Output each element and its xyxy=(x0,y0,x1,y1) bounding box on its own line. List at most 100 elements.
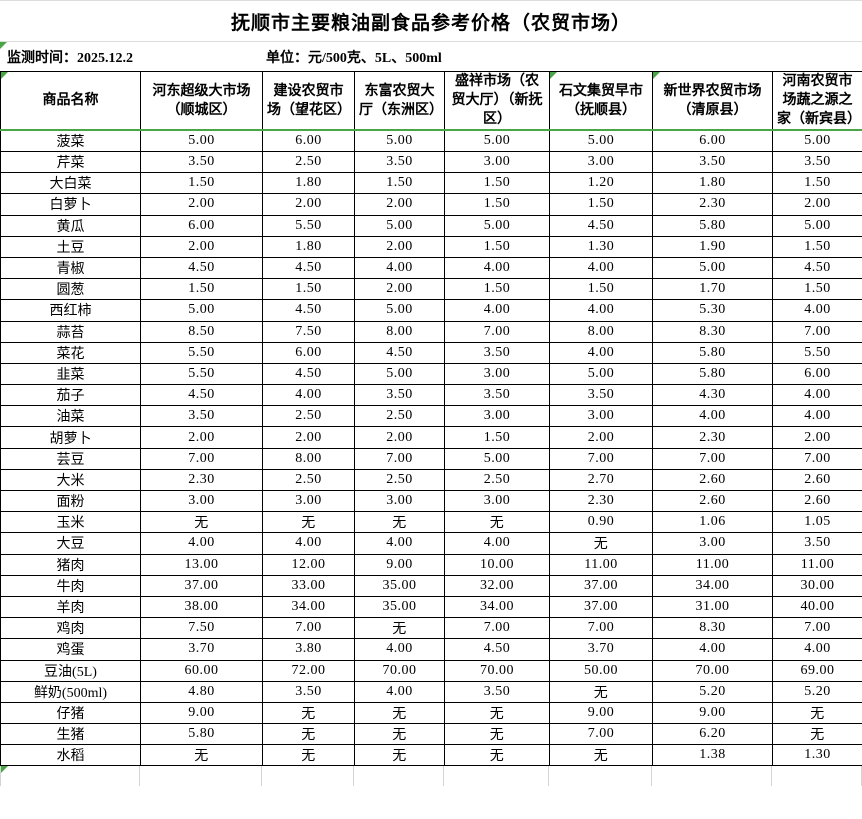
product-name-cell[interactable]: 大豆 xyxy=(0,532,141,555)
price-cell[interactable]: 7.00 xyxy=(354,447,445,470)
price-cell[interactable]: 4.00 xyxy=(444,299,550,322)
price-cell[interactable]: 5.00 xyxy=(549,129,653,152)
price-cell[interactable]: 3.50 xyxy=(354,150,445,174)
price-cell[interactable]: 3.70 xyxy=(140,638,263,661)
price-cell[interactable]: 4.50 xyxy=(354,341,445,364)
price-cell[interactable]: 6.20 xyxy=(652,723,773,746)
price-cell[interactable]: 7.00 xyxy=(262,617,355,640)
price-cell[interactable]: 1.80 xyxy=(262,235,355,258)
product-name-cell[interactable]: 猪肉 xyxy=(0,553,141,576)
price-cell[interactable]: 3.50 xyxy=(772,150,862,174)
price-cell[interactable]: 无 xyxy=(444,511,550,534)
product-name-cell[interactable]: 面粉 xyxy=(0,489,141,513)
product-name-cell[interactable]: 生猪 xyxy=(0,723,141,746)
price-cell[interactable]: 5.00 xyxy=(772,214,862,237)
price-cell[interactable]: 7.00 xyxy=(140,447,263,470)
price-cell[interactable]: 5.20 xyxy=(652,680,773,703)
price-cell[interactable]: 9.00 xyxy=(354,553,445,576)
price-cell[interactable]: 1.50 xyxy=(444,235,550,258)
price-cell[interactable]: 4.50 xyxy=(262,299,355,322)
price-cell[interactable]: 3.00 xyxy=(652,532,773,555)
price-cell[interactable]: 无 xyxy=(772,723,862,746)
price-cell[interactable]: 无 xyxy=(262,511,355,534)
price-cell[interactable]: 1.90 xyxy=(652,235,773,258)
price-cell[interactable]: 7.00 xyxy=(549,617,653,640)
price-cell[interactable]: 2.30 xyxy=(652,193,773,216)
price-cell[interactable]: 34.00 xyxy=(444,595,550,619)
price-cell[interactable]: 7.50 xyxy=(140,617,263,640)
price-cell[interactable]: 7.00 xyxy=(772,320,862,343)
price-cell[interactable]: 1.06 xyxy=(652,511,773,534)
price-cell[interactable]: 4.00 xyxy=(549,256,653,280)
price-cell[interactable]: 1.50 xyxy=(444,278,550,301)
price-cell[interactable]: 2.50 xyxy=(262,405,355,428)
price-cell[interactable]: 60.00 xyxy=(140,659,263,682)
product-name-cell[interactable]: 油菜 xyxy=(0,405,141,428)
price-cell[interactable]: 2.00 xyxy=(772,193,862,216)
empty-cell[interactable] xyxy=(772,766,862,787)
price-cell[interactable]: 1.38 xyxy=(652,744,773,767)
market-header[interactable]: 新世界农贸市场（清原县） xyxy=(652,71,773,131)
price-cell[interactable]: 5.00 xyxy=(354,129,445,152)
price-cell[interactable]: 4.50 xyxy=(444,638,550,661)
price-cell[interactable]: 37.00 xyxy=(549,574,653,597)
market-header[interactable]: 河南农贸市场蔬之源之家（新宾县） xyxy=(772,71,862,131)
product-name-cell[interactable]: 羊肉 xyxy=(0,595,141,619)
price-cell[interactable]: 1.05 xyxy=(772,511,862,534)
price-cell[interactable]: 1.50 xyxy=(772,278,862,301)
price-cell[interactable]: 8.50 xyxy=(140,320,263,343)
price-cell[interactable]: 40.00 xyxy=(772,595,862,619)
price-cell[interactable]: 50.00 xyxy=(549,659,653,682)
price-cell[interactable]: 6.00 xyxy=(262,129,355,152)
price-cell[interactable]: 2.50 xyxy=(354,405,445,428)
price-cell[interactable]: 2.00 xyxy=(140,193,263,216)
price-cell[interactable]: 1.50 xyxy=(262,278,355,301)
price-cell[interactable]: 2.50 xyxy=(262,468,355,492)
product-name-cell[interactable]: 蒜苔 xyxy=(0,320,141,343)
price-cell[interactable]: 5.00 xyxy=(652,256,773,280)
empty-cell[interactable] xyxy=(549,766,652,787)
price-cell[interactable]: 1.30 xyxy=(549,235,653,258)
price-cell[interactable]: 2.00 xyxy=(549,426,653,449)
price-cell[interactable]: 无 xyxy=(262,744,355,767)
price-cell[interactable]: 4.30 xyxy=(652,384,773,407)
price-cell[interactable]: 2.30 xyxy=(140,468,263,492)
price-cell[interactable]: 10.00 xyxy=(444,553,550,576)
price-cell[interactable]: 5.00 xyxy=(444,214,550,237)
price-cell[interactable]: 4.50 xyxy=(262,256,355,280)
empty-cell[interactable] xyxy=(354,766,444,787)
product-name-cell[interactable]: 圆葱 xyxy=(0,278,141,301)
product-name-cell[interactable]: 鸡肉 xyxy=(0,617,141,640)
price-cell[interactable]: 无 xyxy=(354,511,445,534)
price-cell[interactable]: 11.00 xyxy=(772,553,862,576)
price-cell[interactable]: 5.50 xyxy=(262,214,355,237)
price-cell[interactable]: 1.80 xyxy=(652,172,773,195)
price-cell[interactable]: 4.00 xyxy=(652,405,773,428)
product-name-cell[interactable]: 仔猪 xyxy=(0,701,141,725)
price-cell[interactable]: 5.00 xyxy=(444,447,550,470)
price-cell[interactable]: 5.80 xyxy=(652,362,773,386)
product-name-cell[interactable]: 胡萝卜 xyxy=(0,426,141,449)
price-cell[interactable]: 2.50 xyxy=(444,468,550,492)
price-cell[interactable]: 无 xyxy=(772,701,862,725)
price-cell[interactable]: 1.30 xyxy=(772,744,862,767)
price-cell[interactable]: 8.30 xyxy=(652,617,773,640)
product-name-header[interactable]: 商品名称 xyxy=(0,71,141,131)
price-cell[interactable]: 5.50 xyxy=(772,341,862,364)
product-name-cell[interactable]: 菠菜 xyxy=(0,129,141,152)
product-name-cell[interactable]: 茄子 xyxy=(0,384,141,407)
price-cell[interactable]: 11.00 xyxy=(549,553,653,576)
price-cell[interactable]: 1.50 xyxy=(444,172,550,195)
price-cell[interactable]: 2.60 xyxy=(772,468,862,492)
price-cell[interactable]: 5.50 xyxy=(140,362,263,386)
product-name-cell[interactable]: 大白菜 xyxy=(0,172,141,195)
price-cell[interactable]: 3.70 xyxy=(549,638,653,661)
price-cell[interactable]: 2.00 xyxy=(354,235,445,258)
price-cell[interactable]: 1.50 xyxy=(444,426,550,449)
price-cell[interactable]: 5.00 xyxy=(354,214,445,237)
price-cell[interactable]: 6.00 xyxy=(140,214,263,237)
price-cell[interactable]: 4.00 xyxy=(444,256,550,280)
price-cell[interactable]: 3.50 xyxy=(549,384,653,407)
price-cell[interactable]: 4.00 xyxy=(549,299,653,322)
price-cell[interactable]: 无 xyxy=(262,723,355,746)
